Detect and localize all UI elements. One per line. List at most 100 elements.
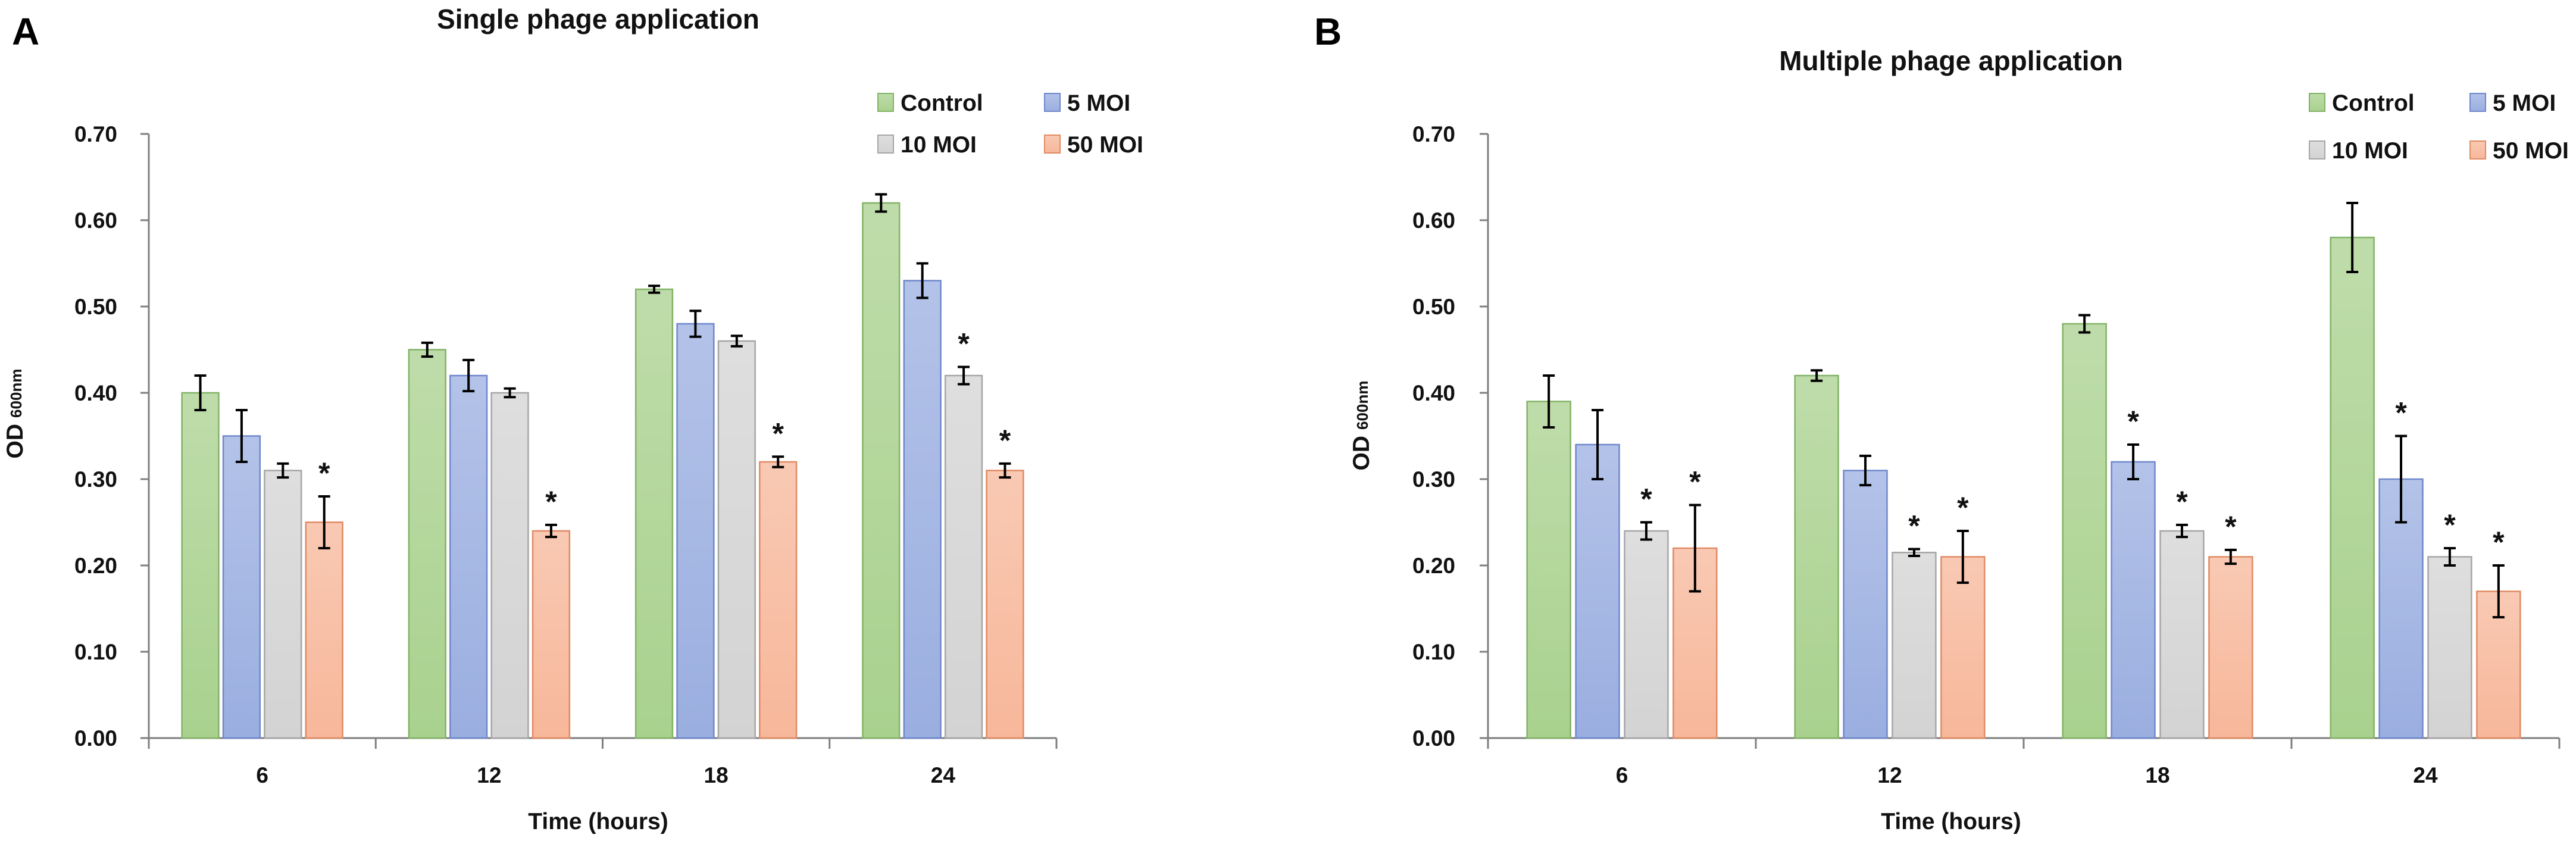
x-tick-label-a: 6: [256, 763, 268, 787]
y-tick-label-b: 0.20: [1412, 554, 1455, 578]
y-tick-label-a: 0.20: [74, 554, 117, 578]
y-axis-label-main-b: OD: [1349, 436, 1374, 471]
bar-a-control-24: [862, 202, 901, 739]
significance-star-a: *: [772, 417, 784, 450]
significance-star-a: *: [318, 457, 330, 490]
y-axis-label-sub-b: 600nm: [1353, 381, 1371, 430]
y-tick-label-b: 0.60: [1412, 208, 1455, 233]
legend-label-control: Control: [2332, 90, 2415, 116]
x-axis-label-a: Time (hours): [528, 809, 668, 834]
x-tick-label-a: 24: [931, 763, 956, 787]
y-tick-label-a: 0.30: [74, 467, 117, 492]
y-tick-label-a: 0.60: [74, 208, 117, 233]
legend-swatch-10-moi: [877, 135, 894, 154]
bar-a-5-moi-18: [676, 323, 715, 739]
legend-swatch-control: [877, 93, 894, 112]
error-bar-b-control-6: [1543, 374, 1555, 429]
error-bar-b-5-moi-24: [2395, 434, 2408, 524]
legend-a: Control 5 MOI 10 MOI 50 MOI: [877, 90, 1143, 158]
legend-label-5-moi: 5 MOI: [1067, 90, 1130, 116]
legend-label-10-moi: 10 MOI: [901, 132, 977, 158]
legend-label-50-moi: 50 MOI: [2493, 138, 2569, 164]
chart-title-a: Single phage application: [437, 4, 759, 35]
error-bar-b-control-18: [2078, 314, 2091, 334]
error-bar-b-50-moi-18: [2224, 548, 2237, 565]
error-bar-b-50-moi-24: [2492, 564, 2505, 618]
bar-b-5-moi-6: [1575, 443, 1620, 739]
y-tick-label-a: 0.00: [74, 726, 117, 751]
error-bar-b-50-moi-12: [1956, 530, 1969, 584]
error-bar-a-10-moi-6: [277, 462, 289, 479]
y-axis-label-sub-a: 600nm: [7, 369, 25, 418]
chart-title-b: Multiple phage application: [1779, 45, 2123, 76]
x-tick-label-b: 12: [1877, 763, 1902, 787]
error-bar-a-5-moi-18: [689, 310, 702, 338]
error-bar-a-control-24: [875, 193, 887, 213]
bar-b-control-12: [1794, 374, 1839, 739]
x-tick-label-a: 12: [477, 763, 501, 787]
bar-b-control-18: [2062, 323, 2107, 739]
legend-label-5-moi: 5 MOI: [2493, 90, 2556, 116]
y-tick-label-b: 0.40: [1412, 381, 1455, 405]
y-tick-label-b: 0.00: [1412, 726, 1455, 751]
x-axis-label-b: Time (hours): [1881, 809, 2021, 834]
bar-a-50-moi-24: [986, 470, 1024, 739]
bar-b-5-moi-18: [2111, 461, 2156, 739]
significance-star-b: *: [1640, 483, 1652, 516]
bar-a-10-moi-18: [717, 340, 756, 739]
legend-label-control: Control: [901, 90, 983, 116]
bar-a-control-12: [408, 349, 446, 739]
error-bar-b-10-moi-24: [2443, 547, 2456, 567]
significance-star-a: *: [999, 424, 1011, 457]
error-bar-a-5-moi-24: [916, 262, 929, 299]
panel-letter-a: A: [12, 10, 39, 53]
x-tick-label-b: 6: [1616, 763, 1628, 787]
bar-b-control-6: [1526, 401, 1571, 739]
bar-b-10-moi-24: [2427, 556, 2472, 739]
plot-area-b: 0.00 0.10 0.20 0.30 0.40 0.50 0.60 0.70 6 * * 12 * * 1…: [1412, 90, 2569, 787]
legend-swatch-control: [2309, 93, 2325, 112]
bar-a-50-moi-6: [305, 521, 343, 739]
error-bar-a-control-6: [194, 374, 207, 411]
y-tick-label-b: 0.10: [1412, 640, 1455, 664]
bar-a-50-moi-18: [759, 461, 798, 739]
bar-a-5-moi-24: [903, 280, 942, 739]
error-bar-b-5-moi-12: [1859, 454, 1872, 487]
error-bar-a-50-moi-6: [318, 495, 330, 549]
significance-star-b: *: [2444, 508, 2456, 542]
bar-b-5-moi-12: [1843, 470, 1888, 739]
y-tick-label-b: 0.30: [1412, 467, 1455, 492]
error-bar-b-10-moi-6: [1640, 521, 1652, 541]
y-tick-label-b: 0.70: [1412, 122, 1455, 146]
legend-b: Control 5 MOI 10 MOI 50 MOI: [2309, 90, 2569, 164]
error-bar-b-control-24: [2346, 202, 2359, 273]
panel-b: B Multiple phage application 0.00 0.10 0.2…: [1314, 10, 2569, 834]
legend-label-50-moi: 50 MOI: [1067, 132, 1143, 158]
bar-b-10-moi-12: [1892, 552, 1937, 739]
error-bar-a-50-moi-12: [545, 523, 557, 539]
error-bar-a-10-moi-24: [958, 365, 970, 386]
legend-swatch-5-moi: [1044, 93, 1061, 112]
error-bar-a-control-18: [648, 285, 661, 294]
significance-star-a: *: [958, 327, 970, 361]
bar-a-10-moi-6: [264, 470, 302, 739]
significance-star-b: *: [2395, 396, 2407, 430]
x-tick-label-b: 18: [2145, 763, 2169, 787]
legend-swatch-50-moi: [2469, 140, 2486, 160]
panel-a: A Single phage application 0.000.100.200…: [2, 4, 1143, 834]
error-bar-a-5-moi-6: [235, 409, 248, 463]
x-tick-label-a: 18: [704, 763, 729, 787]
legend-swatch-5-moi: [2469, 93, 2486, 112]
error-bar-b-10-moi-18: [2175, 523, 2188, 539]
legend-swatch-10-moi: [2309, 140, 2325, 160]
bar-b-10-moi-6: [1624, 530, 1669, 739]
bar-a-5-moi-6: [222, 435, 261, 739]
x-tick-label-b: 24: [2413, 763, 2438, 787]
significance-star-b: *: [1957, 491, 1969, 524]
error-bar-b-5-moi-6: [1592, 409, 1604, 480]
error-bar-a-10-moi-18: [730, 335, 743, 348]
error-bar-b-5-moi-18: [2127, 443, 2140, 480]
y-axis-label-main-a: OD: [2, 424, 28, 459]
error-bar-a-50-moi-18: [772, 455, 784, 468]
